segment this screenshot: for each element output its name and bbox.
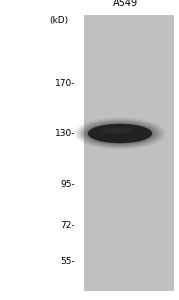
- Ellipse shape: [79, 120, 161, 147]
- Ellipse shape: [81, 121, 159, 146]
- Ellipse shape: [83, 122, 157, 146]
- Ellipse shape: [80, 120, 160, 147]
- Ellipse shape: [100, 128, 132, 134]
- Ellipse shape: [76, 118, 164, 148]
- Text: A549: A549: [113, 0, 138, 8]
- Ellipse shape: [84, 122, 156, 145]
- Ellipse shape: [88, 124, 152, 143]
- Text: 95-: 95-: [61, 180, 75, 189]
- Ellipse shape: [85, 123, 155, 144]
- Text: 72-: 72-: [61, 220, 75, 230]
- Text: 130-: 130-: [55, 129, 75, 138]
- FancyBboxPatch shape: [84, 15, 174, 291]
- Text: (kD): (kD): [49, 16, 68, 26]
- Text: 55-: 55-: [61, 256, 75, 266]
- Ellipse shape: [75, 118, 165, 149]
- Ellipse shape: [86, 123, 153, 144]
- Text: 170-: 170-: [55, 80, 75, 88]
- Ellipse shape: [77, 119, 163, 148]
- Ellipse shape: [88, 124, 152, 143]
